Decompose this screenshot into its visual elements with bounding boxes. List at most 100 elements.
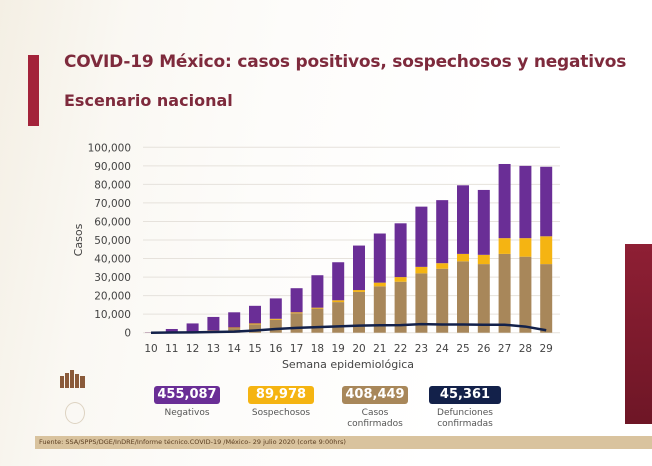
x-tick-label: 12 xyxy=(186,343,199,355)
bar-casos-confirmados xyxy=(394,281,407,333)
total-label: Negativos xyxy=(164,408,210,418)
total-value: 45,361 xyxy=(429,386,501,404)
x-tick-label: 27 xyxy=(498,343,511,355)
bar-casos-confirmados xyxy=(519,256,532,333)
bar-casos-confirmados xyxy=(373,286,386,333)
total-label: Casos confirmados xyxy=(347,408,403,429)
bar-negativos xyxy=(540,166,553,237)
bar-casos-confirmados xyxy=(477,264,490,333)
y-tick-label: 10,000 xyxy=(94,309,131,321)
bar-sospechosos xyxy=(373,282,386,287)
x-tick-label: 25 xyxy=(456,343,469,355)
bar-negativos xyxy=(394,223,407,278)
bar-negativos xyxy=(311,275,324,308)
y-axis-label: Casos xyxy=(72,223,85,256)
bar-casos-confirmados xyxy=(290,313,303,333)
bar-sospechosos xyxy=(457,253,469,262)
bar-negativos xyxy=(165,328,178,333)
bar-negativos xyxy=(457,185,469,254)
title-accent-bar xyxy=(28,55,39,126)
x-tick-label: 14 xyxy=(228,343,242,355)
total-value: 455,087 xyxy=(154,386,220,404)
x-tick-label: 10 xyxy=(144,343,157,355)
heroes-logo-icon xyxy=(58,368,88,388)
bar-sospechosos xyxy=(540,236,553,265)
bar-negativos xyxy=(353,245,365,291)
bar-sospechosos xyxy=(519,238,532,257)
y-tick-label: 50,000 xyxy=(94,235,131,247)
bar-sospechosos xyxy=(249,323,261,325)
bar-sospechosos xyxy=(311,307,324,309)
bar-negativos xyxy=(332,262,345,301)
bar-sospechosos xyxy=(415,266,428,274)
y-tick-label: 40,000 xyxy=(94,254,131,266)
bar-negativos xyxy=(269,298,282,319)
bar-sospechosos xyxy=(332,300,345,303)
bar-casos-confirmados xyxy=(332,302,345,333)
bar-negativos xyxy=(207,316,220,331)
bar-negativos xyxy=(373,233,386,283)
total-confirmados: 408,449 Casos confirmados xyxy=(330,386,420,430)
total-value: 89,978 xyxy=(248,386,314,404)
x-tick-label: 22 xyxy=(394,343,407,355)
y-tick-label: 20,000 xyxy=(94,291,131,303)
bar-casos-confirmados xyxy=(498,253,511,333)
x-tick-label: 18 xyxy=(311,343,324,355)
bar-negativos xyxy=(186,323,199,332)
bar-sospechosos xyxy=(290,312,303,314)
bar-negativos xyxy=(477,189,490,255)
bar-sospechosos xyxy=(436,263,449,269)
x-axis-label: Semana epidemiológica xyxy=(282,358,414,371)
y-tick-label: 90,000 xyxy=(94,161,131,173)
bar-casos-confirmados xyxy=(457,261,469,333)
page-subtitle: Escenario nacional xyxy=(64,91,233,110)
x-tick-label: 20 xyxy=(352,343,365,355)
deaths-line xyxy=(150,322,547,334)
x-tick-label: 24 xyxy=(436,343,450,355)
bar-negativos xyxy=(249,305,261,324)
x-tick-label: 16 xyxy=(269,343,283,355)
x-tick-label: 28 xyxy=(519,343,532,355)
bar-negativos xyxy=(519,165,532,239)
bar-negativos xyxy=(290,288,303,313)
x-tick-label: 17 xyxy=(290,343,303,355)
x-tick-label: 23 xyxy=(415,343,428,355)
bar-casos-confirmados xyxy=(436,268,449,333)
bar-sospechosos xyxy=(394,277,407,282)
x-tick-label: 15 xyxy=(248,343,261,355)
bar-casos-confirmados xyxy=(353,291,365,333)
y-tick-label: 0 xyxy=(124,328,131,340)
total-label: Defunciones confirmadas xyxy=(437,408,493,429)
bar-negativos xyxy=(228,312,241,328)
y-tick-label: 80,000 xyxy=(94,179,131,191)
x-tick-label: 26 xyxy=(477,343,491,355)
total-sospechosos: 89,978 Sospechosos xyxy=(236,386,326,419)
source-footer: Fuente: SSA/SPPS/DGE/InDRE/Informe técni… xyxy=(35,436,652,449)
bar-sospechosos xyxy=(269,318,282,320)
y-tick-label: 30,000 xyxy=(94,272,131,284)
x-tick-label: 29 xyxy=(540,343,553,355)
bar-negativos xyxy=(436,200,449,264)
total-defunciones: 45,361 Defunciones confirmadas xyxy=(420,386,510,430)
y-tick-label: 100,000 xyxy=(88,142,131,154)
page-title: COVID-19 México: casos positivos, sospec… xyxy=(64,52,627,72)
bar-sospechosos xyxy=(228,327,241,329)
bar-negativos xyxy=(415,206,428,267)
total-value: 408,449 xyxy=(342,386,408,404)
bar-sospechosos xyxy=(498,238,511,254)
x-tick-label: 13 xyxy=(207,343,220,355)
side-panel xyxy=(625,244,652,424)
bar-sospechosos xyxy=(353,290,365,292)
bar-casos-confirmados xyxy=(415,273,428,333)
x-tick-label: 21 xyxy=(373,343,386,355)
y-tick-label: 60,000 xyxy=(94,216,131,228)
x-tick-label: 19 xyxy=(332,343,345,355)
seal-icon xyxy=(65,402,85,424)
y-tick-label: 70,000 xyxy=(94,198,131,210)
bar-casos-confirmados xyxy=(249,324,261,333)
total-label: Sospechosos xyxy=(251,408,311,418)
total-negativos: 455,087 Negativos xyxy=(142,386,232,419)
bar-casos-confirmados xyxy=(540,264,553,333)
bar-casos-confirmados xyxy=(269,319,282,333)
